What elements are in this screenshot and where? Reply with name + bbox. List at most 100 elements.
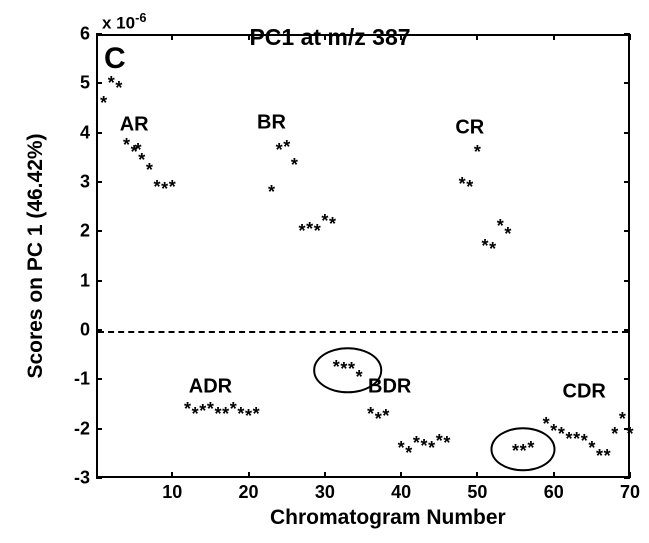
pc1-score-chart: 10203040506070-3-2-10123456PC1 at m/z 38… (0, 0, 649, 543)
data-point: * (207, 400, 214, 418)
ytick (624, 33, 630, 35)
data-point: * (382, 407, 389, 425)
data-point: * (192, 405, 199, 423)
xtick-label: 70 (620, 482, 640, 503)
data-point: * (497, 217, 504, 235)
data-point: * (230, 400, 237, 418)
data-point: * (108, 74, 115, 92)
ytick (624, 280, 630, 282)
ytick-label: -1 (62, 369, 90, 390)
ytick (624, 82, 630, 84)
group-label: AR (120, 114, 149, 137)
y-axis-label: Scores on PC 1 (46.42%) (24, 133, 48, 378)
data-point: * (558, 425, 565, 443)
ytick-label: 2 (62, 221, 90, 242)
data-point: * (489, 240, 496, 258)
data-point: * (222, 405, 229, 423)
ytick-label: 5 (62, 73, 90, 94)
ytick-label: -3 (62, 468, 90, 489)
data-point: * (436, 432, 443, 450)
xtick-label: 10 (162, 482, 182, 503)
data-point: * (459, 175, 466, 193)
ytick-label: 1 (62, 270, 90, 291)
ytick (624, 477, 630, 479)
data-point: * (565, 430, 572, 448)
data-point: * (115, 79, 122, 97)
xtick (553, 472, 555, 478)
data-point: * (428, 439, 435, 457)
ytick (96, 82, 102, 84)
data-point: * (329, 215, 336, 233)
x-axis-label: Chromatogram Number (270, 506, 506, 530)
xtick (324, 472, 326, 478)
ytick (624, 181, 630, 183)
data-point: * (123, 136, 130, 154)
group-label: BDR (368, 375, 411, 398)
ytick (96, 477, 102, 479)
xtick-label: 40 (391, 482, 411, 503)
xtick-label: 30 (315, 482, 335, 503)
xtick (171, 472, 173, 478)
data-point: * (588, 439, 595, 457)
data-point: * (283, 138, 290, 156)
data-point: * (443, 434, 450, 452)
group-label: CR (455, 116, 484, 139)
data-point: * (306, 220, 313, 238)
ytick (624, 378, 630, 380)
ytick-label: 0 (62, 320, 90, 341)
data-point: * (184, 400, 191, 418)
data-point: * (375, 410, 382, 428)
data-point: * (253, 405, 260, 423)
ytick (96, 230, 102, 232)
xtick (476, 34, 478, 40)
data-point: * (276, 141, 283, 159)
group-label: ADR (189, 375, 232, 398)
data-point: * (314, 222, 321, 240)
data-point: * (398, 439, 405, 457)
data-point: * (543, 415, 550, 433)
data-point: * (237, 405, 244, 423)
data-point: * (604, 447, 611, 465)
panel-letter: C (104, 42, 126, 76)
ytick (96, 329, 102, 331)
data-point: * (413, 434, 420, 452)
ytick (96, 181, 102, 183)
xtick (400, 472, 402, 478)
data-point: * (138, 151, 145, 169)
data-point: * (367, 405, 374, 423)
data-point: * (405, 444, 412, 462)
group-label: BR (257, 111, 286, 134)
data-point: * (581, 432, 588, 450)
data-point: * (321, 212, 328, 230)
chart-title: PC1 at m/z 387 (249, 24, 410, 51)
xtick (476, 472, 478, 478)
data-point: * (268, 183, 275, 201)
plot-area (96, 34, 630, 478)
ytick (624, 230, 630, 232)
ytick (624, 329, 630, 331)
data-point: * (573, 430, 580, 448)
data-point: * (298, 222, 305, 240)
ytick (96, 428, 102, 430)
data-point: * (611, 425, 618, 443)
data-point: * (215, 405, 222, 423)
data-point: * (619, 410, 626, 428)
data-point: * (154, 178, 161, 196)
ytick-label: -2 (62, 418, 90, 439)
ytick-label: 6 (62, 24, 90, 45)
data-point: * (291, 156, 298, 174)
zero-line (98, 331, 628, 333)
data-point: * (466, 178, 473, 196)
xtick-label: 60 (544, 482, 564, 503)
data-point: * (146, 161, 153, 179)
data-point: * (245, 407, 252, 425)
xtick (553, 34, 555, 40)
ytick (96, 132, 102, 134)
ytick (624, 132, 630, 134)
data-point: * (421, 437, 428, 455)
data-point: * (100, 94, 107, 112)
data-point: * (626, 425, 633, 443)
xtick-label: 50 (467, 482, 487, 503)
data-point: * (199, 402, 206, 420)
xtick (248, 472, 250, 478)
